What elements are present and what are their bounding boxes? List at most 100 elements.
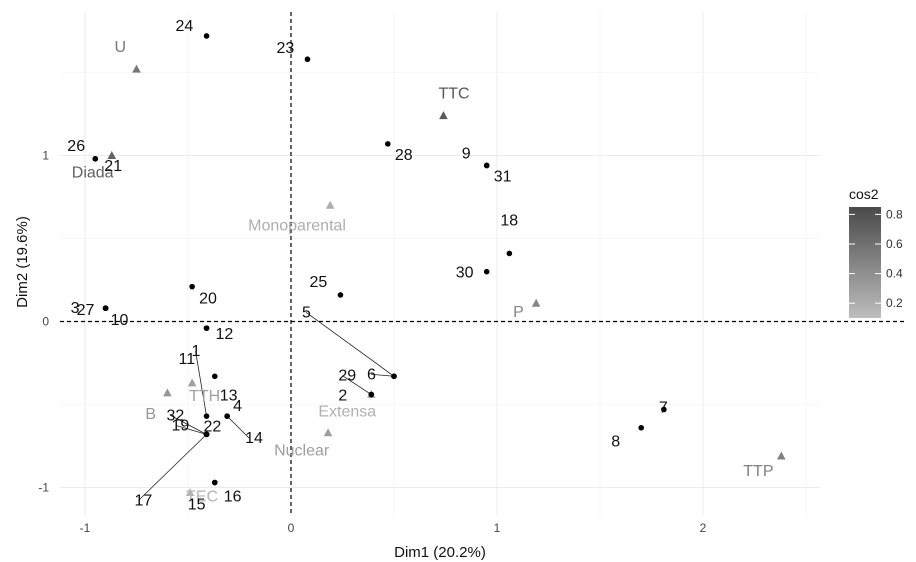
individual-point-29 <box>368 391 375 398</box>
individual-label-26: 26 <box>67 138 85 155</box>
x-tick-label: 0 <box>288 521 295 535</box>
individual-label-24: 24 <box>176 18 194 35</box>
variable-marker-monoparental <box>325 200 335 209</box>
variable-label-diada: Diada <box>72 165 114 182</box>
leader-line-14 <box>226 415 250 439</box>
individual-point-23 <box>304 56 311 63</box>
individual-label-10: 10 <box>111 312 129 329</box>
individual-label-6: 6 <box>367 366 376 383</box>
x-tick-label: 2 <box>700 521 707 535</box>
individual-label-7: 7 <box>659 399 668 416</box>
individual-label-8: 8 <box>611 434 620 451</box>
reference-lines <box>60 12 905 515</box>
y-tick-label: 0 <box>42 315 49 329</box>
individual-label-32: 32 <box>167 407 185 424</box>
individual-point-6 <box>391 373 397 380</box>
individual-point-32 <box>203 431 210 438</box>
individual-point-8 <box>638 424 644 431</box>
individual-point-12 <box>203 325 210 331</box>
y-tick-label: -1 <box>38 481 49 495</box>
variable-label-ttp: TTP <box>743 463 773 480</box>
legend-tick-label: 0.4 <box>886 267 903 281</box>
leader-line-32 <box>170 415 207 435</box>
individual-label-16: 16 <box>224 489 242 506</box>
individual-label-12: 12 <box>216 326 234 343</box>
individual-point-27 <box>102 305 109 312</box>
individual-point-25 <box>337 292 344 298</box>
legend-tick-label: 0.2 <box>886 296 903 310</box>
individual-label-17: 17 <box>135 492 153 509</box>
y-axis-ticks: -1 0 1 <box>38 149 49 495</box>
variable-marker-nuclear <box>323 428 333 437</box>
individual-label-21: 21 <box>104 158 122 175</box>
y-axis-title: Dim2 (19.6%) <box>14 216 31 308</box>
x-axis-title: Dim1 (20.2%) <box>394 544 486 561</box>
variable-label-u: U <box>115 39 127 56</box>
individual-label-31: 31 <box>494 168 512 185</box>
cos2-legend: cos2 0.2 0.4 0.6 0.8 <box>849 186 903 318</box>
variable-label-nuclear: Nuclear <box>274 443 330 460</box>
leader-line-19 <box>175 424 207 435</box>
individual-point-31 <box>483 162 490 169</box>
legend-tick-label: 0.6 <box>886 237 903 251</box>
legend-title: cos2 <box>849 186 879 202</box>
variable-label-monoparental: Monoparental <box>248 217 346 234</box>
individual-label-18: 18 <box>500 212 518 229</box>
individual-label-23: 23 <box>276 40 294 57</box>
individual-label-5: 5 <box>302 304 311 321</box>
variable-label-tth: TTH <box>189 388 220 405</box>
variable-marker-p <box>531 298 541 307</box>
leader-line-6 <box>370 373 395 377</box>
variable-marker-ttc <box>439 111 448 120</box>
individual-label-1: 1 <box>192 343 201 360</box>
x-tick-label: 1 <box>494 521 501 535</box>
variable-label-b: B <box>145 406 156 423</box>
leader-line-1 <box>195 351 207 417</box>
individual-label-9: 9 <box>462 145 471 162</box>
leader-line-17 <box>138 434 207 501</box>
individual-label-15: 15 <box>188 497 206 514</box>
x-tick-label: -1 <box>80 521 91 535</box>
individual-label-3: 3 <box>71 300 80 317</box>
individual-point-16 <box>211 479 218 486</box>
individual-label-13: 13 <box>220 387 238 404</box>
individual-label-19: 19 <box>172 417 190 434</box>
individual-point-18 <box>506 250 513 257</box>
individual-label-4: 4 <box>233 398 242 415</box>
variable-marker-diada <box>107 151 117 159</box>
individual-point-14 <box>224 413 230 419</box>
variable-marker-b <box>163 388 172 397</box>
variable-marker-u <box>132 64 141 73</box>
individual-point-7 <box>661 406 667 413</box>
individual-point-28 <box>385 141 391 147</box>
variable-marker-tth <box>187 378 197 387</box>
legend-ticks: 0.2 0.4 0.6 0.8 <box>849 207 903 310</box>
individual-point-1 <box>203 413 210 419</box>
x-axis-ticks: -1 0 1 2 <box>80 521 707 535</box>
individual-label-20: 20 <box>199 291 217 308</box>
individual-label-14: 14 <box>245 430 263 447</box>
individual-point-13 <box>211 373 218 380</box>
individual-label-2: 2 <box>338 388 347 405</box>
individual-label-11: 11 <box>179 351 196 368</box>
individual-label-25: 25 <box>309 274 327 291</box>
variable-label-extensa: Extensa <box>318 404 376 421</box>
individual-label-30: 30 <box>456 265 474 282</box>
variable-marker-ttp <box>776 451 786 460</box>
individual-label-22: 22 <box>204 418 222 435</box>
individual-point-20 <box>189 283 195 290</box>
leader-line-29 <box>342 375 372 395</box>
individual-point-30 <box>483 268 490 275</box>
legend-colorbar <box>849 207 881 318</box>
y-tick-label: 1 <box>42 149 49 163</box>
individual-label-29: 29 <box>338 368 356 385</box>
individual-label-28: 28 <box>395 147 413 164</box>
label-leader-lines <box>138 311 395 501</box>
variable-marker-tec <box>185 487 195 496</box>
individual-point-24 <box>203 33 210 39</box>
individual-label-27: 27 <box>77 302 95 319</box>
legend-tick-label: 0.8 <box>886 207 903 221</box>
individual-point-26 <box>92 156 99 162</box>
